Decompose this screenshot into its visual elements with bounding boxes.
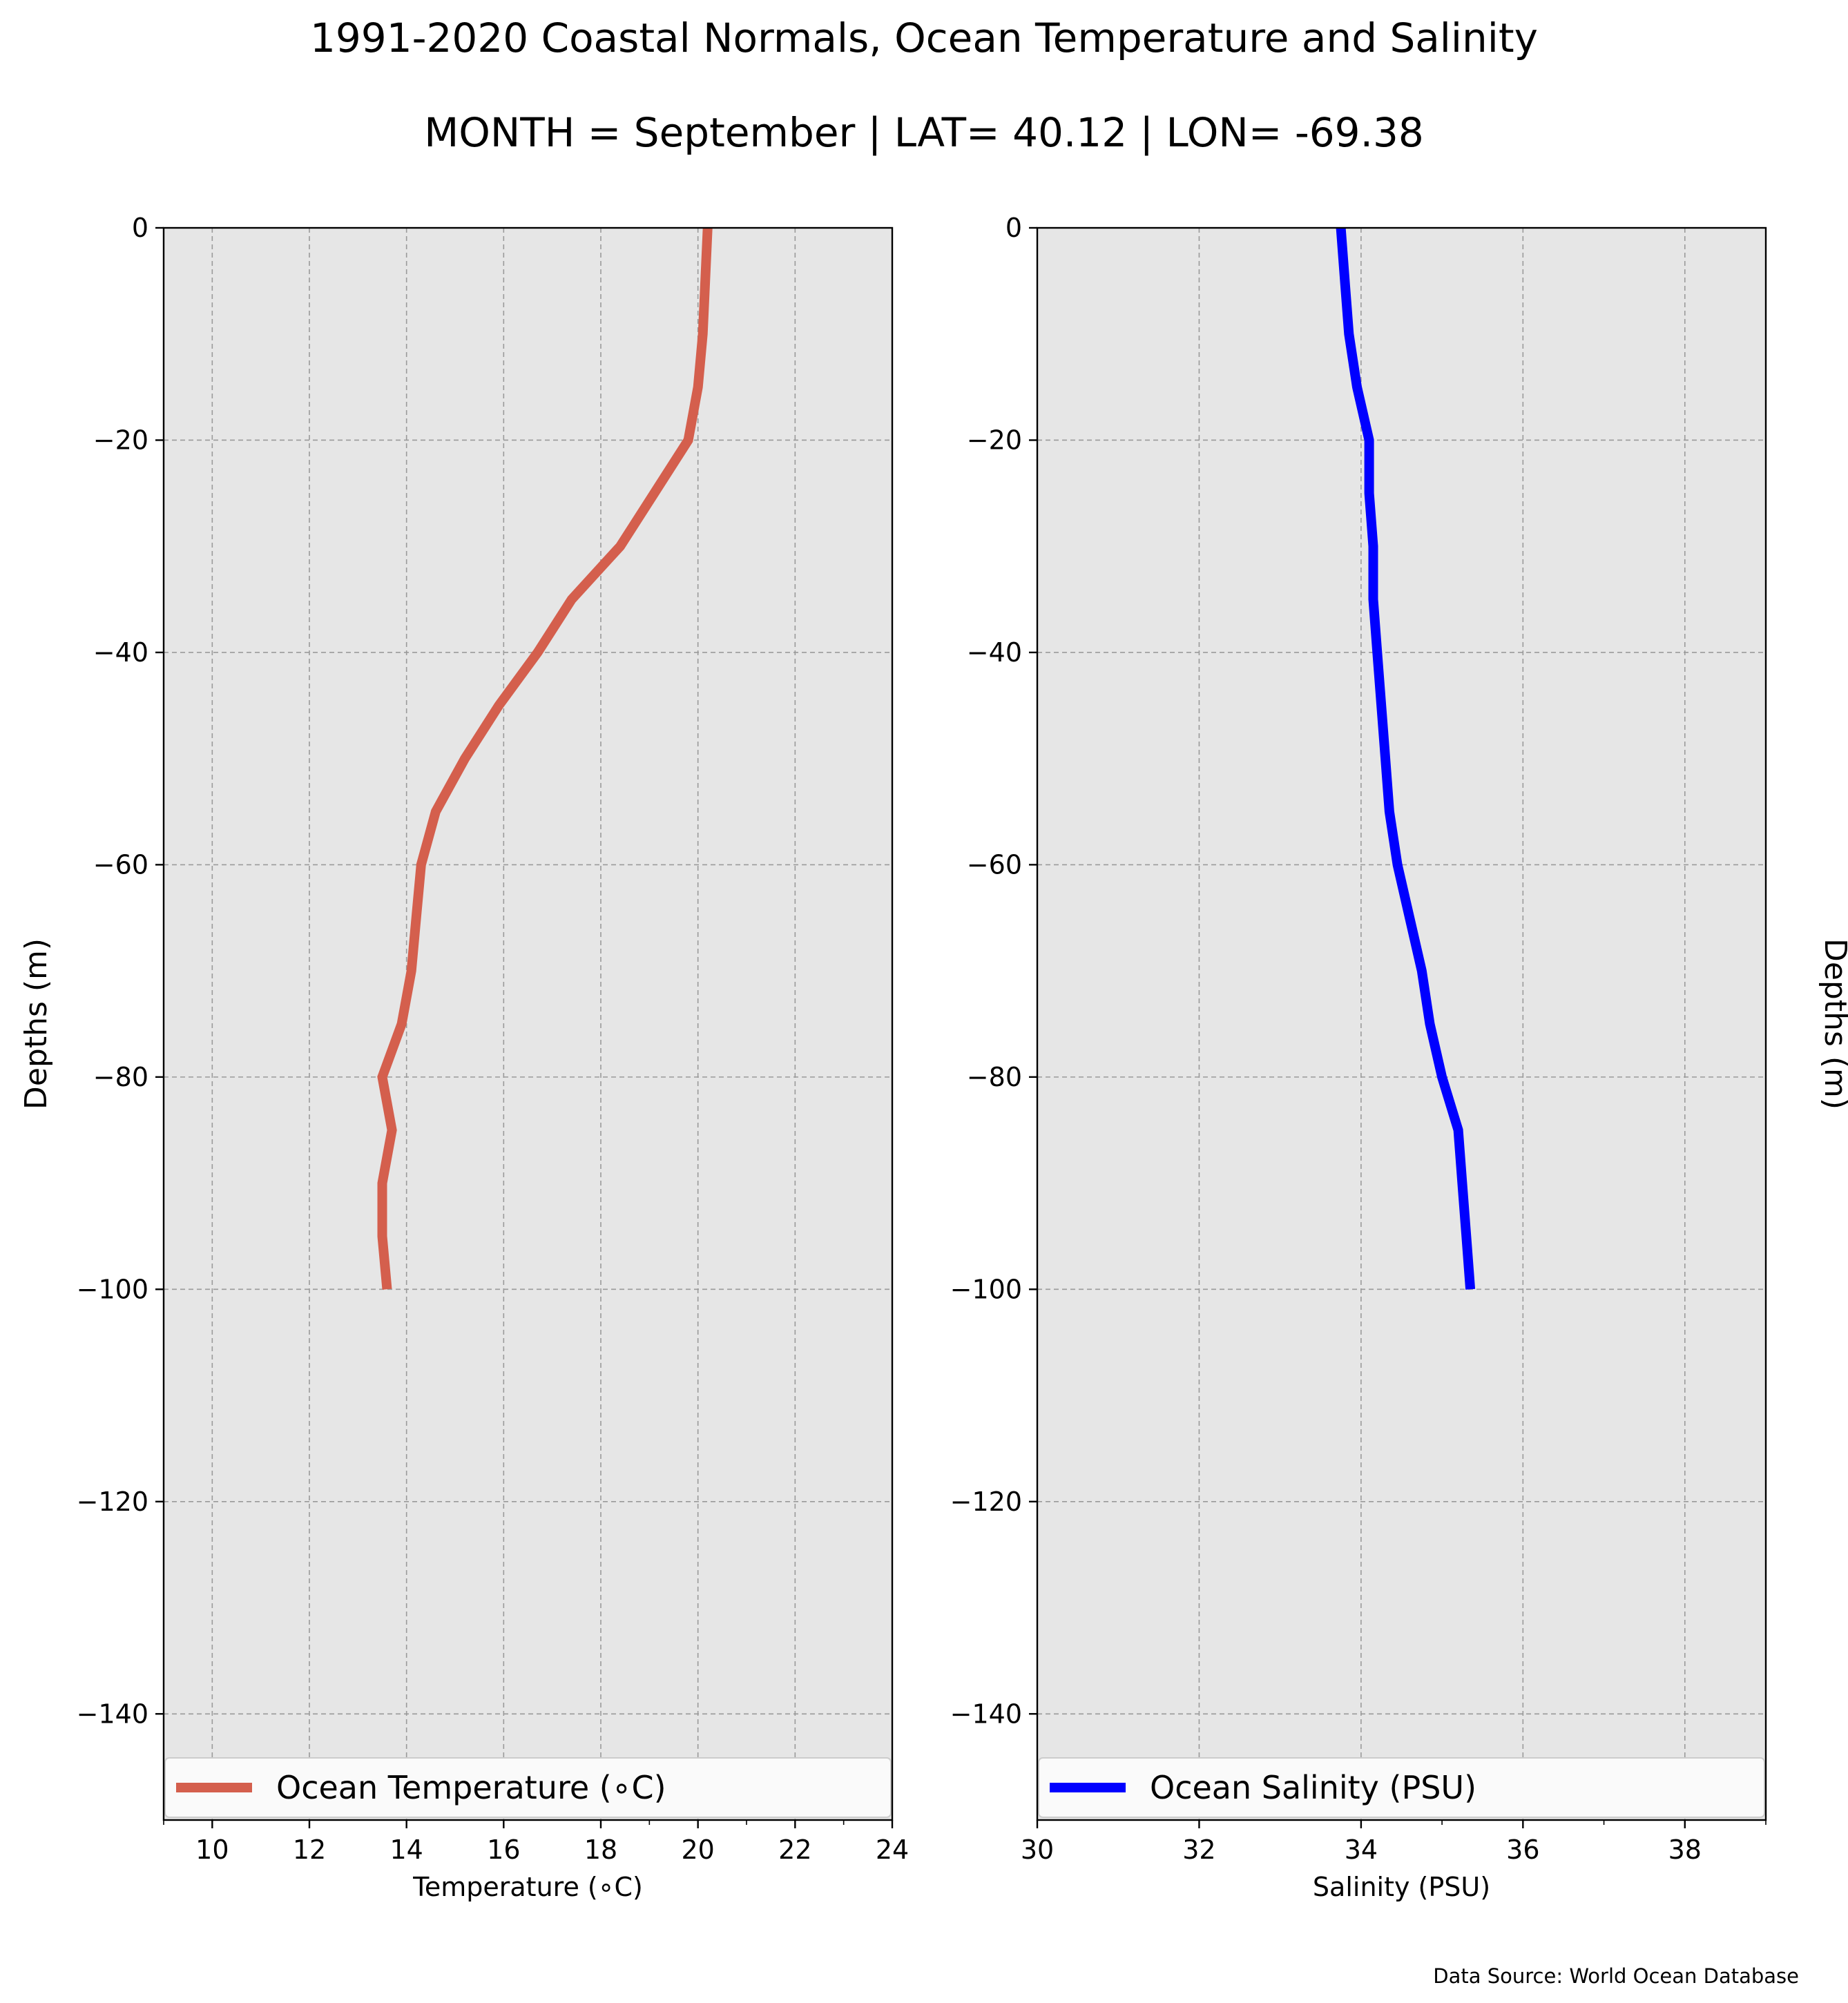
chart-subtitle: MONTH = September | LAT= 40.12 | LON= -6… [424, 109, 1424, 156]
x-tick-label: 20 [681, 1835, 714, 1865]
salinity-grid [1037, 228, 1766, 1820]
y-tick-label: 0 [1005, 213, 1022, 243]
y-tick-label: −140 [950, 1699, 1022, 1729]
series-line [1336, 227, 1476, 1290]
temperature-x-ticks: 10 12 14 16 18 20 22 24 [163, 1820, 909, 1865]
series-line [377, 227, 713, 1290]
y-tick-label: −20 [967, 425, 1022, 455]
salinity-panel: Ocean Salinity (PSU) 30 32 34 36 38 0 −20 −40 −… [950, 213, 1848, 1902]
temperature-panel: Ocean Temperature (∘C) 10 12 14 16 18 20 22 24 … [19, 213, 909, 1902]
data-source-note: Data Source: World Ocean Database [1433, 1964, 1799, 1988]
chart-title: 1991-2020 Coastal Normals, Ocean Tempera… [310, 14, 1538, 61]
salinity-legend-label: Ocean Salinity (PSU) [1150, 1769, 1476, 1806]
salinity-plot-area [1037, 228, 1766, 1820]
left-y-axis-label: Depths (m) [19, 938, 54, 1110]
y-tick-label: −100 [950, 1274, 1022, 1304]
temperature-axes-frame [162, 226, 894, 1821]
x-tick-label: 12 [293, 1835, 326, 1865]
salinity-y-ticks: 0 −20 −40 −60 −80 −100 −120 −140 [950, 213, 1037, 1729]
y-tick-label: −60 [967, 849, 1022, 880]
x-tick-label: 22 [778, 1835, 811, 1865]
x-tick-label: 30 [1021, 1835, 1054, 1865]
y-tick-label: −60 [93, 849, 148, 880]
x-tick-label: 36 [1506, 1835, 1539, 1865]
right-y-axis-label: Depths (m) [1818, 938, 1848, 1110]
y-tick-label: −40 [93, 637, 148, 668]
x-tick-label: 38 [1668, 1835, 1702, 1865]
y-tick-label: −80 [93, 1062, 148, 1092]
x-tick-label: 24 [876, 1835, 909, 1865]
y-tick-label: −40 [967, 637, 1022, 668]
y-tick-label: −20 [93, 425, 148, 455]
y-tick-label: −120 [77, 1487, 148, 1517]
x-tick-label: 32 [1182, 1835, 1215, 1865]
temperature-legend: Ocean Temperature (∘C) [164, 1757, 892, 1818]
salinity-series [1336, 227, 1476, 1290]
salinity-axes-frame [1036, 226, 1767, 1821]
salinity-legend-box [1038, 1757, 1765, 1818]
x-tick-label: 34 [1345, 1835, 1378, 1865]
y-tick-label: −140 [77, 1699, 148, 1729]
temperature-legend-label: Ocean Temperature (∘C) [276, 1769, 666, 1806]
x-tick-label: 14 [389, 1835, 423, 1865]
salinity-x-axis-label: Salinity (PSU) [1313, 1872, 1490, 1902]
temperature-legend-box [164, 1757, 892, 1818]
temperature-plot-area [164, 228, 892, 1820]
y-tick-label: −80 [967, 1062, 1022, 1092]
x-tick-label: 10 [195, 1835, 229, 1865]
x-tick-label: 18 [584, 1835, 617, 1865]
temperature-series [377, 227, 713, 1290]
temperature-x-axis-label: Temperature (∘C) [412, 1872, 643, 1902]
salinity-x-ticks: 30 32 34 36 38 [1021, 1820, 1767, 1865]
y-tick-label: 0 [132, 213, 148, 243]
y-tick-label: −100 [77, 1274, 148, 1304]
y-tick-label: −120 [950, 1487, 1022, 1517]
temperature-y-ticks: 0 −20 −40 −60 −80 −100 −120 −140 [77, 213, 164, 1729]
x-tick-label: 16 [487, 1835, 520, 1865]
temperature-grid [164, 228, 892, 1820]
salinity-legend: Ocean Salinity (PSU) [1038, 1757, 1765, 1818]
